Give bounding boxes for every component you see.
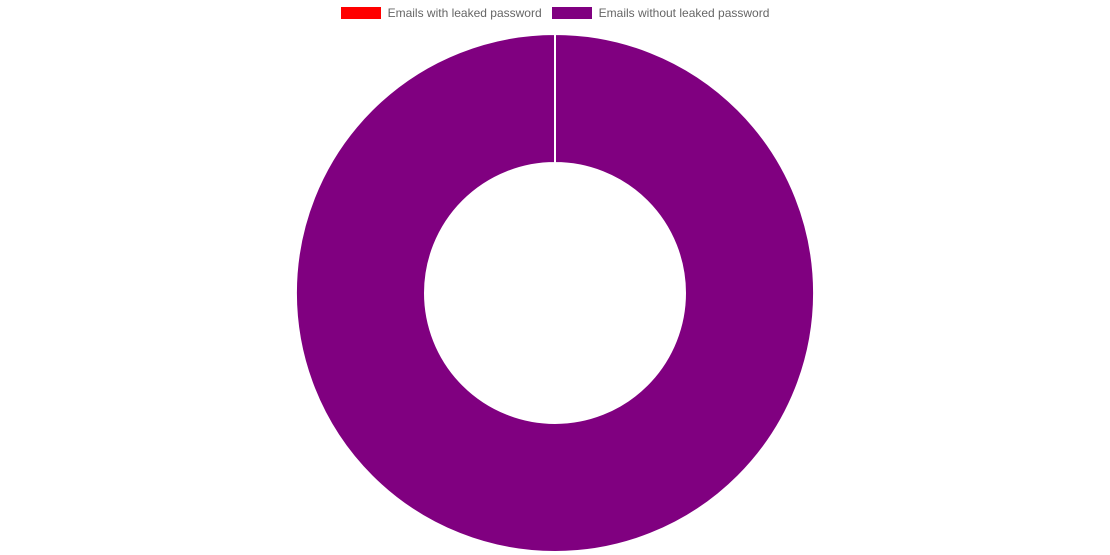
doughnut-slice-1[interactable] [295,32,815,554]
legend-label-with-leaked: Emails with leaked password [387,6,542,20]
chart-legend: Emails with leaked password Emails witho… [0,6,1110,20]
legend-label-without-leaked: Emails without leaked password [598,6,770,20]
legend-item-with-leaked[interactable]: Emails with leaked password [340,6,542,20]
legend-swatch-without-leaked [551,7,592,19]
legend-item-without-leaked[interactable]: Emails without leaked password [551,6,770,20]
legend-swatch-with-leaked [340,7,381,19]
